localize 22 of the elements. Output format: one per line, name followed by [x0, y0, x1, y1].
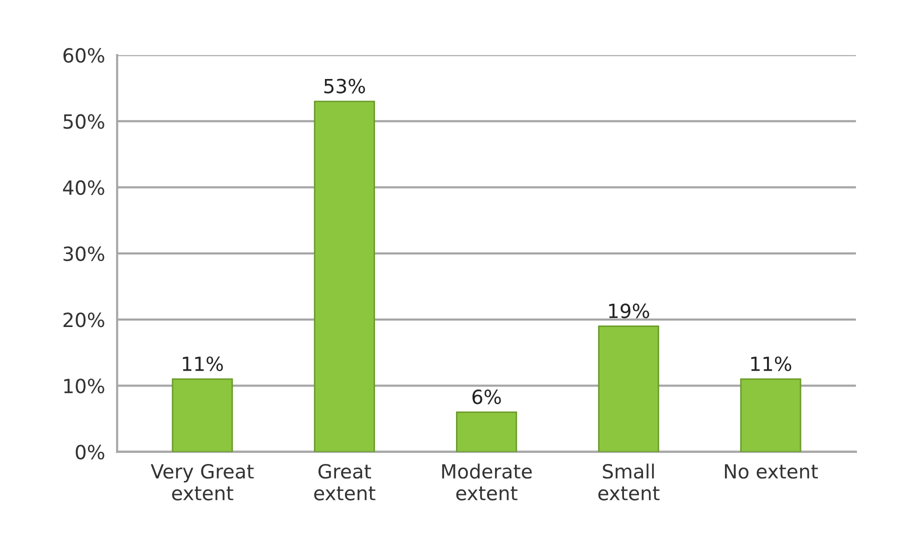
- y-tick-label: 30%: [64, 246, 104, 262]
- data-label: 53%: [324, 78, 365, 94]
- data-label: 19%: [609, 304, 650, 318]
- bar: [740, 378, 802, 452]
- x-tick-label: Very Great extent: [150, 464, 254, 500]
- bar: [314, 100, 375, 452]
- x-tick-label: No extent: [724, 464, 818, 479]
- y-tick-label: 20%: [64, 312, 104, 328]
- y-tick-label: 60%: [63, 48, 104, 63]
- data-label: 11%: [751, 356, 792, 372]
- x-tick-label: Moderate extent: [442, 464, 532, 500]
- y-tick-label: 50%: [64, 114, 104, 129]
- y-tick-label: 0%: [76, 444, 104, 460]
- bar: [456, 411, 518, 452]
- bar: [172, 378, 233, 452]
- data-label: 6%: [472, 390, 501, 404]
- y-tick-label: 40%: [63, 180, 104, 196]
- y-tick-label: 10%: [64, 378, 104, 394]
- bar: [598, 325, 660, 452]
- x-tick-label: Small extent: [598, 464, 660, 500]
- data-label: 11%: [182, 356, 223, 372]
- x-tick-label: Great extent: [314, 464, 376, 500]
